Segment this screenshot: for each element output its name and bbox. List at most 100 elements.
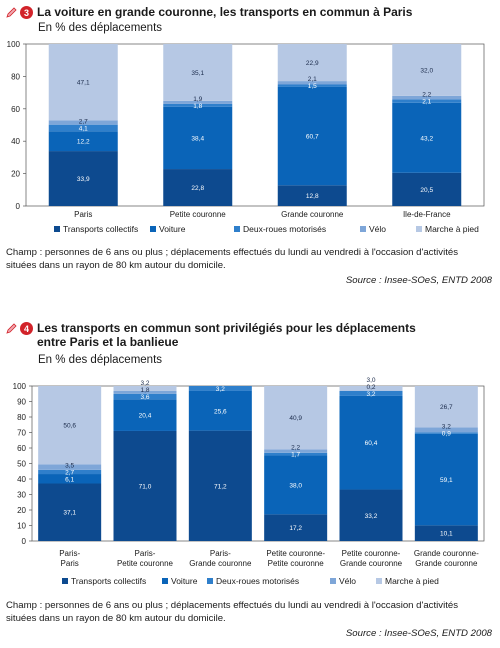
figure-number-badge: 4 (20, 322, 33, 335)
bar-transports-collectifs (188, 430, 252, 541)
y-tick-label: 50 (17, 460, 26, 469)
bar-marche-a-pied (48, 44, 118, 121)
y-tick-label: 10 (17, 522, 26, 531)
bar-velo (264, 449, 328, 453)
pencil-icon (6, 7, 17, 18)
bar-voiture (188, 390, 252, 431)
data-label: 6,1 (65, 476, 74, 483)
data-label: 20,4 (139, 413, 152, 420)
x-tick-label: Grande couronne (281, 210, 344, 219)
data-label: 17,2 (289, 525, 302, 532)
chart-source: Source : Insee-SOeS, ENTD 2008 (345, 628, 492, 639)
x-tick-label: Paris- (59, 549, 80, 558)
x-tick-label: Grande couronne (340, 559, 403, 568)
legend-label: Marche à pied (385, 576, 439, 586)
x-tick-label: Petite couronne- (342, 549, 401, 558)
bar-deux-roues-motorises (38, 469, 102, 475)
data-label: 59,1 (440, 477, 453, 484)
data-label: 33,2 (365, 513, 378, 520)
data-label: 1,8 (140, 387, 149, 394)
data-label: 3,5 (65, 462, 74, 469)
data-label: 37,1 (63, 510, 76, 517)
x-tick-label: Grande couronne (189, 559, 252, 568)
data-label: 3,2 (140, 380, 149, 387)
legend-swatch (376, 578, 382, 584)
legend-label: Voiture (159, 224, 186, 234)
x-tick-label: Paris (61, 559, 79, 568)
data-label: 3,0 (366, 377, 375, 384)
y-tick-label: 30 (17, 491, 26, 500)
x-tick-label: Paris (74, 210, 92, 219)
legend-label: Vélo (369, 224, 386, 234)
chart-title: Les transports en commun sont privilégié… (37, 321, 416, 349)
y-tick-label: 90 (17, 398, 26, 407)
chart-title: La voiture en grande couronne, les trans… (37, 5, 413, 19)
bar-marche-a-pied (163, 44, 233, 101)
data-label: 35,1 (191, 70, 204, 77)
bar-marche-a-pied (339, 386, 403, 391)
bar-deux-roues-motorises (414, 432, 478, 434)
bar-transports-collectifs (392, 172, 462, 206)
legend-swatch (360, 226, 366, 232)
legend-swatch (207, 578, 213, 584)
bar-marche-a-pied (113, 386, 177, 391)
legend-swatch (150, 226, 156, 232)
data-label: 22,8 (191, 185, 204, 192)
bar-transports-collectifs (277, 185, 347, 206)
data-label: 3,6 (140, 394, 149, 401)
bar-voiture (264, 455, 328, 515)
bar-voiture (277, 86, 347, 186)
x-tick-label: Grande couronne (415, 559, 478, 568)
bar-voiture (163, 106, 233, 170)
data-label: 12,8 (306, 193, 319, 200)
y-tick-label: 60 (11, 105, 20, 114)
data-label: 12,2 (77, 139, 90, 146)
x-tick-label: Grande couronne- (414, 549, 479, 558)
y-tick-label: 100 (13, 382, 27, 391)
bar-deux-roues-motorises (188, 386, 252, 391)
data-label: 38,0 (289, 482, 302, 489)
data-label: 2,7 (65, 469, 74, 476)
data-label: 20,5 (420, 187, 433, 194)
bar-deux-roues-motorises (339, 390, 403, 396)
data-label: 1,8 (193, 103, 202, 110)
bar-voiture (392, 102, 462, 173)
legend-label: Voiture (171, 576, 198, 586)
bar-marche-a-pied (277, 44, 347, 82)
legend-label: Marche à pied (425, 224, 479, 234)
data-label: 2,2 (422, 92, 431, 99)
legend-swatch (54, 226, 60, 232)
y-tick-label: 0 (22, 537, 27, 546)
bar-deux-roues-motorises (277, 84, 347, 87)
data-label: 26,7 (440, 404, 453, 411)
data-label: 0,9 (442, 431, 451, 438)
data-label: 3,2 (216, 386, 225, 393)
bar-velo (277, 81, 347, 85)
bar-deux-roues-motorises (264, 452, 328, 456)
bar-velo (38, 464, 102, 470)
y-tick-label: 0 (16, 202, 21, 211)
y-tick-label: 60 (17, 444, 26, 453)
bar-transports-collectifs (264, 514, 328, 541)
chart-note: Champ : personnes de 6 ans ou plus ; dép… (6, 247, 459, 271)
data-label: 22,9 (306, 60, 319, 67)
y-tick-label: 80 (11, 72, 20, 81)
bar-marche-a-pied (392, 44, 462, 96)
bar-voiture (113, 399, 177, 431)
x-tick-label: Paris- (210, 549, 231, 558)
data-label: 47,1 (77, 80, 90, 87)
bar-marche-a-pied (38, 386, 102, 465)
chart-source: Source : Insee-SOeS, ENTD 2008 (345, 275, 492, 286)
data-label: 2,7 (79, 118, 88, 125)
data-label: 1,5 (308, 83, 317, 90)
chart-note: Champ : personnes de 6 ans ou plus ; dép… (6, 600, 459, 624)
y-tick-label: 100 (7, 40, 21, 49)
bar-transports-collectifs (414, 525, 478, 541)
data-label: 2,2 (291, 445, 300, 452)
data-label: 71,2 (214, 483, 227, 490)
data-label: 33,9 (77, 176, 90, 183)
bar-velo (113, 390, 177, 394)
pencil-icon (6, 323, 17, 334)
bar-transports-collectifs (38, 483, 102, 541)
y-tick-label: 70 (17, 429, 26, 438)
